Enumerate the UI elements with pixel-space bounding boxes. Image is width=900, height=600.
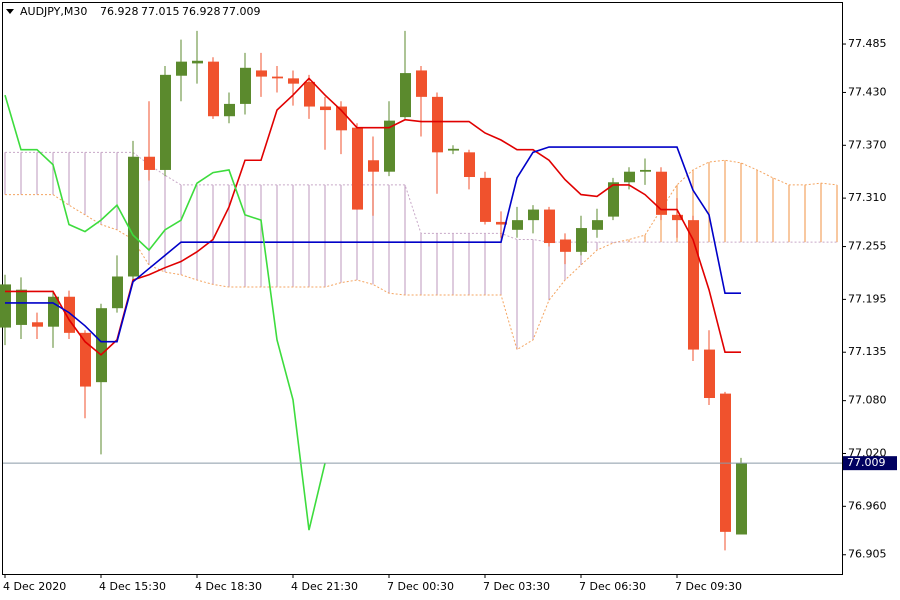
x-tick-label: 4 Dec 15:30 [99, 580, 166, 593]
candle-body [496, 221, 507, 225]
candle-body [304, 81, 315, 107]
candle-body [208, 61, 219, 117]
ohlc-close: 77.009 [222, 5, 261, 18]
candle-body [256, 70, 267, 77]
candle-body [432, 96, 443, 153]
candle-body [32, 322, 43, 327]
x-tick-label: 4 Dec 2020 [3, 580, 66, 593]
candle-body [688, 220, 699, 350]
price-label: 77.009 [847, 456, 886, 469]
candle-body [512, 220, 523, 230]
candle-body [384, 120, 395, 172]
x-tick-label: 7 Dec 03:30 [483, 580, 550, 593]
indicator-line [5, 146, 741, 343]
y-tick-label: 77.310 [848, 191, 887, 204]
indicator-line [4, 94, 326, 531]
candle-body [96, 308, 107, 383]
candle-body [560, 239, 571, 252]
menu-triangle[interactable] [6, 9, 14, 14]
y-tick-label: 76.905 [848, 548, 887, 561]
candle-body [176, 61, 187, 76]
x-tick-label: 4 Dec 18:30 [195, 580, 262, 593]
candle-body [128, 156, 139, 277]
candle-body [224, 103, 235, 117]
y-tick-label: 77.370 [848, 138, 887, 151]
candle-body [416, 70, 427, 97]
candle-body [608, 182, 619, 217]
candle-body [0, 284, 11, 328]
x-tick-label: 4 Dec 21:30 [291, 580, 358, 593]
candle-body [336, 106, 347, 131]
candle-body [144, 156, 155, 170]
candle-body [368, 160, 379, 172]
cloud-edge [5, 151, 837, 243]
candle-body [352, 127, 363, 210]
price-label-box [843, 456, 897, 471]
y-tick-label: 77.430 [848, 85, 887, 98]
candle-body [16, 289, 27, 325]
candle-body [240, 67, 251, 104]
candle-body [464, 152, 475, 177]
candle-body [704, 349, 715, 399]
y-tick-label: 76.960 [848, 499, 887, 512]
y-tick-label: 77.485 [848, 37, 887, 50]
candle-body [576, 228, 587, 252]
candle-body [112, 276, 123, 309]
candle-body [448, 148, 459, 151]
chart-title: AUDJPY,M30 [20, 5, 87, 18]
candle-body [320, 106, 331, 111]
candle-body [80, 332, 91, 387]
candle-body [528, 209, 539, 221]
candle-body [160, 74, 171, 170]
candle-body [672, 214, 683, 221]
candle-body [544, 209, 555, 244]
candle-body [48, 296, 59, 327]
candle-body [192, 60, 203, 64]
candle-body [656, 171, 667, 215]
x-tick-label: 7 Dec 09:30 [675, 580, 742, 593]
x-tick-label: 7 Dec 00:30 [387, 580, 454, 593]
candle-body [640, 169, 651, 172]
candle-body [288, 78, 299, 84]
plot-area [0, 30, 838, 551]
ohlc-open: 76.928 [100, 5, 139, 18]
ohlc-low: 76.928 [182, 5, 221, 18]
candle-body [624, 171, 635, 183]
y-tick-label: 77.080 [848, 394, 887, 407]
candle-body [400, 73, 411, 118]
y-tick-label: 77.255 [848, 240, 887, 253]
cloud-edge [5, 159, 838, 351]
plot-frame [2, 2, 843, 575]
candle-body [272, 76, 283, 79]
x-tick-label: 7 Dec 06:30 [579, 580, 646, 593]
candle-body [736, 463, 747, 535]
y-tick-label: 77.135 [848, 345, 887, 358]
ohlc-high: 77.015 [141, 5, 180, 18]
candle-body [480, 177, 491, 222]
candle-body [64, 296, 75, 333]
y-tick-label: 77.195 [848, 292, 887, 305]
candle-body [592, 220, 603, 230]
